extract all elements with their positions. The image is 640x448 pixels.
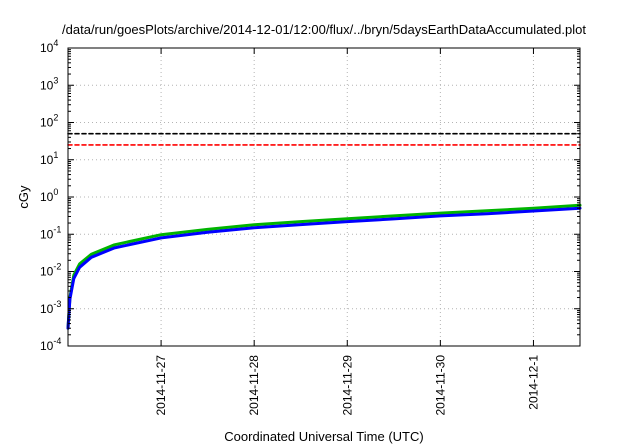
chart-title: /data/run/goesPlots/archive/2014-12-01/1… xyxy=(62,22,586,37)
y-axis-label: cGy xyxy=(16,185,31,209)
data-series xyxy=(66,132,582,330)
grid-lines xyxy=(68,48,580,346)
x-tick-label: 2014-11-30 xyxy=(433,355,447,416)
dose-series-line xyxy=(66,203,582,330)
dose-series-line xyxy=(66,206,582,330)
y-tick-label: 104 xyxy=(40,38,58,55)
y-tick-label: 101 xyxy=(40,150,58,167)
x-tick-label: 2014-11-28 xyxy=(247,355,261,416)
tick-labels: 10-4 10-3 10-2 10-1 100 101 102 103 104 2014-11-2… xyxy=(40,38,540,416)
y-tick-label: 100 xyxy=(40,187,58,204)
x-axis-label: Coordinated Universal Time (UTC) xyxy=(224,429,423,444)
y-tick-label: 102 xyxy=(40,113,58,130)
x-tick-label: 2014-12-1 xyxy=(526,355,540,410)
x-tick-label: 2014-11-27 xyxy=(154,355,168,416)
y-tick-label: 103 xyxy=(40,75,58,92)
y-tick-label: 10-3 xyxy=(40,299,61,316)
x-tick-label: 2014-11-29 xyxy=(340,355,354,416)
y-tick-label: 10-4 xyxy=(40,336,61,353)
y-tick-label: 10-1 xyxy=(40,224,61,241)
axis-ticks xyxy=(68,47,580,347)
y-tick-label: 10-2 xyxy=(40,262,61,279)
